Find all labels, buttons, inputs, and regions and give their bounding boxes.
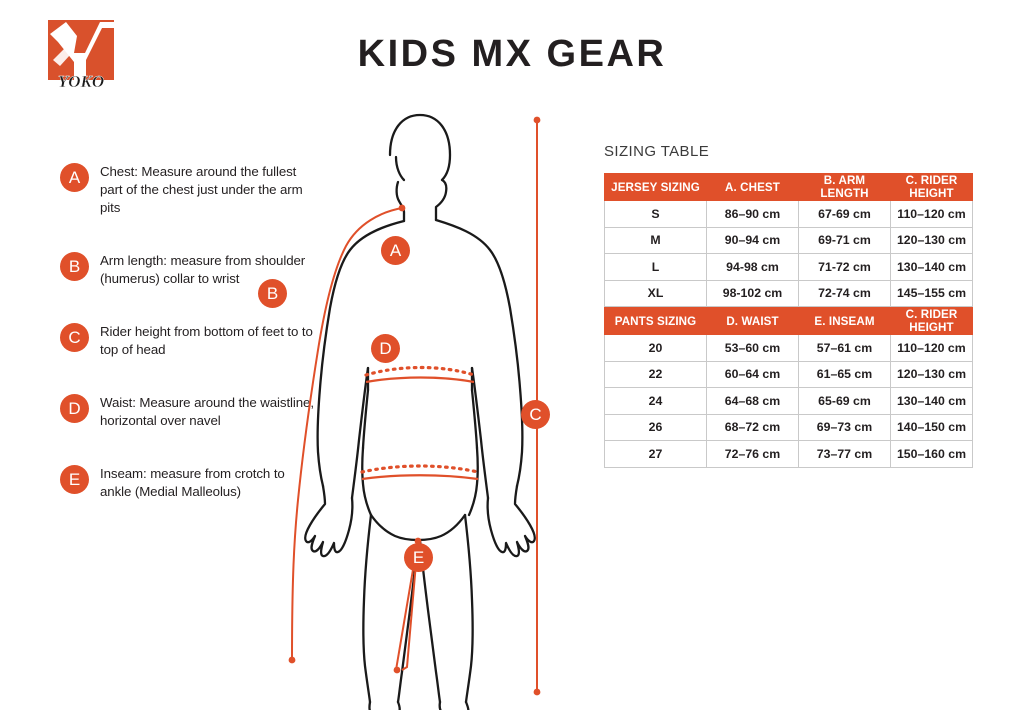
cell-inseam: 57–61 cm (798, 334, 891, 362)
cell-chest: 98-102 cm (706, 279, 799, 307)
table-header-row: JERSEY SIZING A. CHEST B. ARM LENGTH C. … (604, 173, 973, 201)
pants-sizing-table: PANTS SIZING D. WAIST E. INSEAM C. RIDER… (604, 307, 973, 468)
cell-arm-length: 69-71 cm (798, 226, 891, 254)
cell-rider-height: 110–120 cm (890, 200, 973, 228)
cell-size: 24 (604, 387, 707, 415)
cell-arm-length: 71-72 cm (798, 253, 891, 281)
table-row: 26 68–72 cm 69–73 cm 140–150 cm (604, 413, 973, 441)
cell-waist: 53–60 cm (706, 334, 799, 362)
legend-badge-d: D (60, 394, 89, 423)
cell-rider-height: 145–155 cm (890, 279, 973, 307)
legend-badge-c: C (60, 323, 89, 352)
waist-measure-band (360, 464, 480, 481)
legend-text-d: Waist: Measure around the waistline, hor… (100, 395, 314, 428)
cell-rider-height: 130–140 cm (890, 253, 973, 281)
measurement-legend: A Chest: Measure around the fullest part… (60, 163, 315, 536)
brand-wordmark: YOKO (57, 72, 105, 91)
column-header-jersey-sizing: JERSEY SIZING (604, 173, 707, 201)
cell-chest: 90–94 cm (706, 226, 799, 254)
yoko-logo-mark (44, 20, 118, 82)
legend-text-c: Rider height from bottom of feet to to t… (100, 324, 313, 357)
cell-rider-height: 120–130 cm (890, 360, 973, 388)
diagram-marker-e: E (404, 543, 433, 572)
cell-rider-height: 110–120 cm (890, 334, 973, 362)
cell-waist: 72–76 cm (706, 440, 799, 468)
diagram-marker-a: A (381, 236, 410, 265)
column-header-chest: A. CHEST (706, 173, 799, 201)
legend-badge-b: B (60, 252, 89, 281)
table-row: 22 60–64 cm 61–65 cm 120–130 cm (604, 360, 973, 388)
legend-item-e: E Inseam: measure from crotch to ankle (… (60, 465, 315, 501)
cell-rider-height: 150–160 cm (890, 440, 973, 468)
cell-waist: 60–64 cm (706, 360, 799, 388)
table-row: M 90–94 cm 69-71 cm 120–130 cm (604, 226, 973, 254)
cell-inseam: 73–77 cm (798, 440, 891, 468)
body-outline-svg (288, 113, 541, 710)
cell-size: 22 (604, 360, 707, 388)
table-row: 27 72–76 cm 73–77 cm 150–160 cm (604, 440, 973, 468)
column-header-rider-height: C. RIDER HEIGHT (890, 307, 973, 335)
cell-size: L (604, 253, 707, 281)
cell-rider-height: 130–140 cm (890, 387, 973, 415)
column-header-arm-length: B. ARM LENGTH (798, 173, 891, 201)
column-header-pants-sizing: PANTS SIZING (604, 307, 707, 335)
column-header-inseam: E. INSEAM (798, 307, 891, 335)
table-row: XL 98-102 cm 72-74 cm 145–155 cm (604, 279, 973, 307)
cell-arm-length: 67-69 cm (798, 200, 891, 228)
diagram-marker-b: B (258, 279, 287, 308)
table-header-row: PANTS SIZING D. WAIST E. INSEAM C. RIDER… (604, 307, 973, 335)
cell-inseam: 69–73 cm (798, 413, 891, 441)
legend-badge-a: A (60, 163, 89, 192)
table-row: L 94-98 cm 71-72 cm 130–140 cm (604, 253, 973, 281)
cell-size: S (604, 200, 707, 228)
cell-inseam: 61–65 cm (798, 360, 891, 388)
cell-size: 27 (604, 440, 707, 468)
legend-item-a: A Chest: Measure around the fullest part… (60, 163, 315, 217)
legend-badge-e: E (60, 465, 89, 494)
cell-size: XL (604, 279, 707, 307)
cell-waist: 64–68 cm (706, 387, 799, 415)
page-title: KIDS MX GEAR (357, 33, 667, 75)
body-measurement-diagram: A B C D E (250, 100, 590, 710)
table-row: S 86–90 cm 67-69 cm 110–120 cm (604, 200, 973, 228)
cell-size: M (604, 226, 707, 254)
cell-waist: 68–72 cm (706, 413, 799, 441)
legend-text-e: Inseam: measure from crotch to ankle (Me… (100, 466, 285, 499)
column-header-waist: D. WAIST (706, 307, 799, 335)
table-row: 20 53–60 cm 57–61 cm 110–120 cm (604, 334, 973, 362)
sizing-tables-panel: SIZING TABLE JERSEY SIZING A. CHEST B. A… (604, 143, 973, 468)
legend-item-b: B Arm length: measure from shoulder (hum… (60, 252, 315, 288)
cell-rider-height: 120–130 cm (890, 226, 973, 254)
diagram-marker-d: D (371, 334, 400, 363)
column-header-rider-height: C. RIDER HEIGHT (890, 173, 973, 201)
sizing-table-label: SIZING TABLE (604, 143, 710, 160)
cell-size: 26 (604, 413, 707, 441)
brand-logo: YOKO (44, 20, 118, 98)
table-row: 24 64–68 cm 65-69 cm 130–140 cm (604, 387, 973, 415)
legend-text-a: Chest: Measure around the fullest part o… (100, 164, 303, 215)
legend-item-c: C Rider height from bottom of feet to to… (60, 323, 315, 359)
cell-inseam: 65-69 cm (798, 387, 891, 415)
arm-length-measure-line (288, 204, 406, 664)
chest-measure-band (364, 365, 476, 384)
cell-chest: 86–90 cm (706, 200, 799, 228)
legend-item-d: D Waist: Measure around the waistline, h… (60, 394, 315, 430)
cell-size: 20 (604, 334, 707, 362)
legend-text-b: Arm length: measure from shoulder (humer… (100, 253, 306, 286)
jersey-sizing-table: JERSEY SIZING A. CHEST B. ARM LENGTH C. … (604, 173, 973, 307)
cell-arm-length: 72-74 cm (798, 279, 891, 307)
cell-rider-height: 140–150 cm (890, 413, 973, 441)
diagram-marker-c: C (521, 400, 550, 429)
cell-chest: 94-98 cm (706, 253, 799, 281)
